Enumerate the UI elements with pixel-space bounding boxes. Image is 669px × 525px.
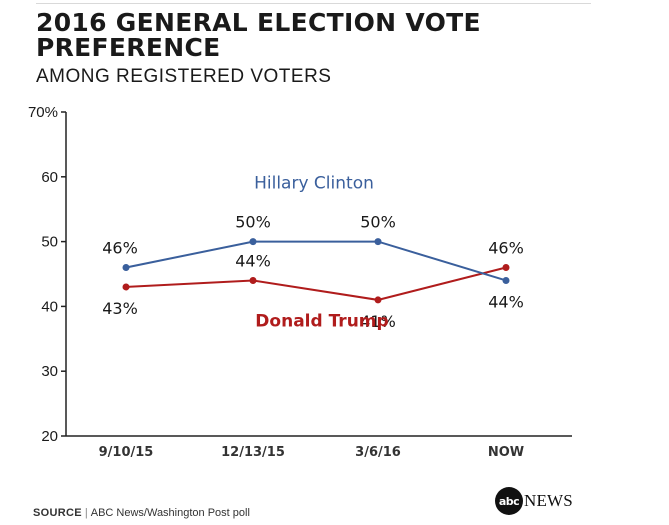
y-tick-label: 60 xyxy=(41,169,58,186)
chart-subtitle: AMONG REGISTERED VOTERS xyxy=(36,66,332,87)
data-label-clinton: 50% xyxy=(360,213,396,232)
legend-label-clinton: Hillary Clinton xyxy=(254,173,374,193)
chart-title: 2016 GENERAL ELECTION VOTE PREFERENCE xyxy=(36,8,481,62)
y-tick-label: 50 xyxy=(41,234,58,251)
data-point-trump xyxy=(374,296,382,304)
data-point-clinton xyxy=(374,238,382,246)
data-label-clinton: 50% xyxy=(235,213,271,232)
data-label-trump: 43% xyxy=(102,299,138,318)
data-label-trump: 41% xyxy=(360,312,396,331)
x-tick-label: NOW xyxy=(488,445,524,460)
data-label-clinton: 46% xyxy=(102,239,138,258)
source-label: SOURCE xyxy=(33,507,82,519)
source-note: SOURCE | ABC News/Washington Post poll xyxy=(33,507,250,519)
logo-text: NEWS xyxy=(524,491,573,510)
data-label-trump: 44% xyxy=(235,251,271,270)
data-label-trump: 46% xyxy=(488,239,524,258)
abc-logo-icon: abc xyxy=(495,487,523,515)
legend-label-trump: Donald Trump xyxy=(255,311,388,331)
data-point-clinton xyxy=(249,238,257,246)
abc-news-logo: abc NEWS xyxy=(495,486,573,516)
x-tick-label: 3/6/16 xyxy=(355,445,401,460)
y-tick-label: 30 xyxy=(41,363,58,380)
data-point-trump xyxy=(502,264,510,272)
data-point-clinton xyxy=(122,264,130,272)
data-point-trump xyxy=(249,276,257,284)
source-text: ABC News/Washington Post poll xyxy=(90,507,250,519)
data-label-clinton: 44% xyxy=(488,292,524,311)
top-divider xyxy=(36,3,591,4)
y-tick-label: 70% xyxy=(28,104,58,121)
x-tick-label: 9/10/15 xyxy=(99,445,154,460)
y-tick-label: 20 xyxy=(41,428,58,445)
x-tick-label: 12/13/15 xyxy=(221,445,285,460)
data-point-trump xyxy=(122,283,130,291)
series-line-clinton xyxy=(125,240,507,282)
data-point-clinton xyxy=(502,276,510,284)
line-chart: 20 30 40 50 60 70% 9/10/15 12/13/15 3/6/16 NOW 46%… xyxy=(28,104,572,460)
series-line-trump xyxy=(125,266,507,301)
y-tick-label: 40 xyxy=(41,298,58,315)
